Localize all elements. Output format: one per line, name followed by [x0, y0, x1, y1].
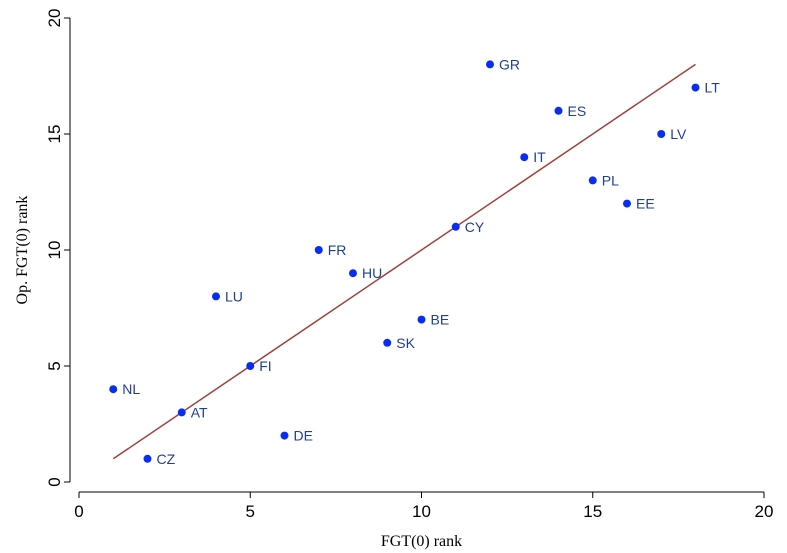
point-label-lv: LV [670, 126, 687, 142]
data-point-at [177, 408, 186, 417]
point-label-at: AT [191, 404, 208, 420]
data-point-it [520, 153, 529, 162]
data-point-cy [451, 222, 460, 231]
data-point-lu [212, 292, 220, 301]
x-axis-title: FGT(0) rank [381, 533, 462, 550]
point-label-hu: HU [362, 265, 382, 281]
x-tick-label: 10 [412, 502, 431, 521]
points-group: NL CZ AT LU FI DE FR HU SK BE CY GR IT ES PL EE LV LT [109, 56, 721, 467]
point-label-fr: FR [328, 242, 347, 258]
y-tick-label: 20 [45, 9, 64, 28]
point-label-ee: EE [636, 196, 655, 212]
point-label-nl: NL [122, 381, 140, 397]
data-point-ee [623, 199, 631, 208]
data-point-fr [314, 246, 323, 254]
data-point-lv [657, 130, 666, 138]
point-label-lu: LU [225, 288, 243, 304]
point-label-pl: PL [602, 172, 619, 188]
x-tick-label: 5 [246, 502, 255, 521]
y-tick-label: 0 [45, 477, 64, 486]
data-point-sk [383, 338, 392, 347]
data-point-de [280, 431, 289, 440]
data-point-gr [486, 60, 494, 69]
x-tick-label: 0 [74, 502, 83, 521]
y-tick-label: 5 [45, 361, 64, 370]
point-label-lt: LT [705, 80, 721, 96]
data-point-nl [109, 385, 118, 394]
fit-line-group [112, 63, 696, 460]
y-axis-title: Op. FGT(0) rank [14, 196, 31, 305]
point-label-cy: CY [465, 219, 485, 235]
point-label-de: DE [294, 428, 313, 444]
fit-line [112, 63, 696, 460]
point-label-sk: SK [396, 335, 415, 351]
point-label-gr: GR [499, 56, 520, 72]
data-point-be [417, 315, 426, 324]
x-tick-label: 20 [755, 502, 774, 521]
axes: 0 5 10 15 20 0 5 10 15 20 [45, 9, 773, 521]
data-point-hu [349, 269, 357, 278]
point-label-cz: CZ [157, 451, 176, 467]
data-point-fi [246, 362, 255, 370]
data-point-pl [588, 176, 597, 185]
point-label-es: ES [568, 103, 587, 119]
x-tick-label: 15 [583, 502, 602, 521]
point-label-fi: FI [259, 358, 271, 374]
point-label-be: BE [431, 312, 450, 328]
data-point-lt [691, 83, 700, 92]
data-point-es [554, 106, 563, 115]
point-label-it: IT [533, 149, 546, 165]
y-tick-label: 10 [45, 241, 64, 260]
data-point-cz [143, 454, 152, 463]
y-tick-label: 15 [45, 125, 64, 144]
